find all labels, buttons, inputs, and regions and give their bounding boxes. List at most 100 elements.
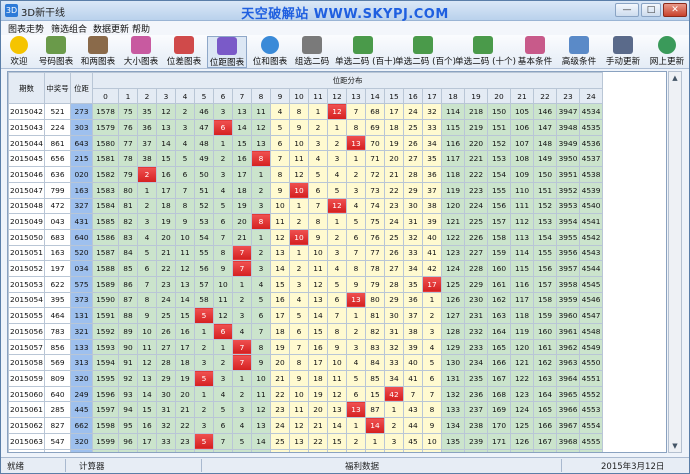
menu-chart-trend[interactable]: 图表走势 (8, 25, 45, 35)
toolbar-button-6[interactable]: 位和图表 (251, 36, 289, 68)
column-header-19[interactable]: 19 (464, 87, 488, 105)
column-header-6[interactable]: 6 (213, 87, 233, 105)
header-period[interactable]: 期数 (8, 72, 45, 105)
table-row[interactable]: 2015050 683 640 1586 83 4 20 10 54 7 21 1 12 10 9 2 6 76 2… (8, 228, 604, 246)
scroll-down-icon[interactable]: ▼ (672, 442, 678, 450)
table-row[interactable]: 2015043 224 303 1579 76 36 13 3 47 6 14 12 5 9 2 1 8 69 18… (8, 119, 604, 136)
table-row[interactable]: 2015058 569 313 1594 91 12 28 18 3 2 7 9 20 8 17 10 4 84 3… (8, 354, 604, 372)
gap-cell: 215 (70, 150, 93, 168)
table-row[interactable]: 2015062 827 662 1598 95 16 32 22 3 6 4 13 24 12 21 14 1 1… (8, 417, 604, 434)
toolbar-button-7[interactable]: 组选二码 (293, 36, 331, 68)
header-winning-number[interactable]: 中奖号 (44, 72, 71, 105)
column-header-17[interactable]: 17 (422, 87, 442, 105)
status-calculator[interactable]: 计算器 (79, 462, 105, 472)
gap-value-cell: 18 (384, 119, 404, 136)
table-row[interactable]: 2015060 640 249 1596 93 14 30 20 1 4 2 11 22 10 19 12 6 1… (8, 385, 604, 403)
toolbar-button-13[interactable]: 手动更新 (603, 36, 643, 68)
table-row[interactable]: 2015055 464 131 1591 88 9 25 15 5 12 3 6 17 5 14 7 1 81 30… (8, 307, 604, 324)
menu-filter-combo[interactable]: 筛选组合 (51, 25, 88, 35)
column-header-10[interactable]: 10 (289, 87, 309, 105)
column-header-20[interactable]: 20 (487, 87, 511, 105)
toolbar-button-0[interactable]: 欢迎 (5, 36, 33, 68)
table-row[interactable]: 2015044 861 643 1580 77 37 14 4 48 1 15 13 6 10 3 2 13 70… (8, 134, 604, 152)
table-row[interactable]: 2015057 856 133 1593 90 11 27 17 2 1 7 8 19 7 16 9 3 83 32… (8, 338, 604, 356)
toolbar: 欢迎 号码图表 和两图表 大小图表 位差图表 位距图表 位和图表 组选二码 单选二码 (百十) 单… (1, 35, 689, 69)
toolbar-button-2[interactable]: 和两图表 (79, 36, 117, 68)
column-header-7[interactable]: 7 (232, 87, 252, 105)
column-header-16[interactable]: 16 (403, 87, 423, 105)
table-row[interactable]: 2015054 395 373 1590 87 8 24 14 58 11 2 5 16 4 13 6 13 80… (8, 291, 604, 309)
column-header-24[interactable]: 24 (578, 87, 604, 105)
gap-value-cell: 6 (251, 307, 271, 324)
toolbar-button-11[interactable]: 基本条件 (515, 36, 555, 68)
scroll-up-icon[interactable]: ▲ (672, 74, 678, 82)
period-cell: 2015054 (8, 291, 45, 309)
gap-value-cell: 21 (308, 417, 328, 434)
table-row[interactable]: 2015051 163 520 1587 84 5 21 11 55 8 7 2 13 1 10 3 7 77 26… (8, 244, 604, 262)
table-row[interactable]: 2015052 197 034 1588 85 6 22 12 56 9 7 3 14 2 11 4 8 78 27… (8, 260, 604, 277)
toolbar-button-12[interactable]: 高级条件 (559, 36, 599, 68)
gap-value-cell: 30 (384, 307, 404, 324)
toolbar-button-1[interactable]: 号码图表 (37, 36, 75, 68)
column-header-18[interactable]: 18 (441, 87, 465, 105)
column-header-23[interactable]: 23 (556, 87, 580, 105)
table-row[interactable]: 2015049 043 431 1585 82 3 19 9 53 6 20 8 11 2 8 1 5 75 24 3… (8, 213, 604, 230)
column-header-9[interactable]: 9 (270, 87, 290, 105)
table-row[interactable]: 2015047 799 163 1583 80 1 17 7 51 4 18 2 9 10 6 5 3 73 22 2… (8, 181, 604, 199)
title-bar[interactable]: 3D 3D新干线 天空破解站 WWW.SKYPJ.COM — □ ✕ (1, 1, 689, 22)
toolbar-button-3[interactable]: 大小图表 (121, 36, 161, 68)
gap-value-cell: 35 (403, 275, 423, 293)
column-header-8[interactable]: 8 (251, 87, 271, 105)
table-row[interactable]: 2015061 285 445 1597 94 15 31 21 2 5 3 12 23 11 20 13 13… (8, 401, 604, 419)
table-row[interactable]: 2015046 636 020 1582 79 2 16 6 50 3 17 1 8 12 5 4 2 72 21 2… (8, 166, 604, 183)
header-gap[interactable]: 位距 (70, 72, 93, 105)
column-header-12[interactable]: 12 (327, 87, 347, 105)
chart-doc-icon (88, 36, 108, 54)
table-row[interactable]: 2015048 472 327 1584 81 2 18 8 52 5 19 3 10 1 7 12 4 74 23… (8, 197, 604, 215)
gap-value-cell: 76 (118, 119, 138, 136)
column-header-13[interactable]: 13 (346, 87, 366, 105)
column-header-21[interactable]: 21 (510, 87, 534, 105)
minimize-button[interactable]: — (615, 3, 639, 17)
table-row[interactable]: 2015045 656 215 1581 78 38 15 5 49 2 16 8 7 11 4 3 1 71 20… (8, 150, 604, 168)
gap-value-cell: 3948 (556, 119, 580, 136)
table-row[interactable]: 2015056 783 321 1592 89 10 26 16 1 6 4 7 18 6 15 8 2 82 31… (8, 323, 604, 340)
column-header-1[interactable]: 1 (118, 87, 138, 105)
toolbar-button-4[interactable]: 位差图表 (165, 36, 203, 68)
column-header-5[interactable]: 5 (194, 87, 214, 105)
column-header-15[interactable]: 15 (384, 87, 404, 105)
table-row[interactable]: 2015053 622 575 1589 86 7 23 13 57 10 1 4 15 3 12 5 9 79 2… (8, 275, 604, 293)
toolbar-button-9[interactable]: 单选二码 (百个) (395, 36, 456, 68)
toolbar-button-8[interactable]: 单选二码 (百十) (335, 36, 396, 68)
gap-value-cell: 96 (118, 432, 138, 450)
column-header-14[interactable]: 14 (365, 87, 385, 105)
toolbar-button-5[interactable]: 位距图表 (207, 36, 247, 68)
gap-value-cell: 125 (441, 275, 465, 293)
table-row[interactable]: 2015059 809 320 1595 92 13 29 19 5 3 1 10 21 9 18 11 5 85… (8, 370, 604, 387)
gap-value-cell: 7 (403, 385, 423, 403)
gap-value-cell: 26 (384, 244, 404, 262)
toolbar-button-14[interactable]: 网上更新 (647, 36, 687, 68)
gap-value-cell: 1587 (92, 244, 119, 262)
menu-help[interactable]: 帮助 (132, 25, 151, 35)
toolbar-button-10[interactable]: 单选二码 (十个) (455, 36, 516, 68)
data-grid[interactable]: 期数 中奖号 位距 位距分布 0 1 2 3 4 5 6 7 8 9 10 11 12 13 14 15 16 1… (7, 71, 667, 453)
vertical-scrollbar[interactable]: ▲ ▼ (668, 71, 682, 453)
period-cell: 2015058 (8, 354, 45, 372)
menu-data-update[interactable]: 数据更新 (93, 25, 130, 35)
maximize-button[interactable]: □ (641, 3, 661, 17)
empty-cell (487, 448, 511, 452)
column-header-2[interactable]: 2 (137, 87, 157, 105)
gap-value-cell: 115 (510, 260, 534, 277)
close-button[interactable]: ✕ (663, 3, 687, 17)
gap-value-cell: 1595 (92, 370, 119, 387)
table-row[interactable]: 2015063 547 320 1599 96 17 33 23 5 7 5 14 25 13 22 15 2 1… (8, 432, 604, 450)
column-header-3[interactable]: 3 (156, 87, 176, 105)
gap-value-cell: 127 (441, 307, 465, 324)
column-header-0[interactable]: 0 (92, 87, 119, 105)
column-header-11[interactable]: 11 (308, 87, 328, 105)
column-header-4[interactable]: 4 (175, 87, 195, 105)
gap-value-cell: 4543 (578, 244, 604, 262)
column-header-22[interactable]: 22 (533, 87, 557, 105)
table-row[interactable]: 2015042 521 273 1578 75 35 12 2 46 3 13 11 4 8 1 12 7 68 1… (8, 103, 604, 121)
